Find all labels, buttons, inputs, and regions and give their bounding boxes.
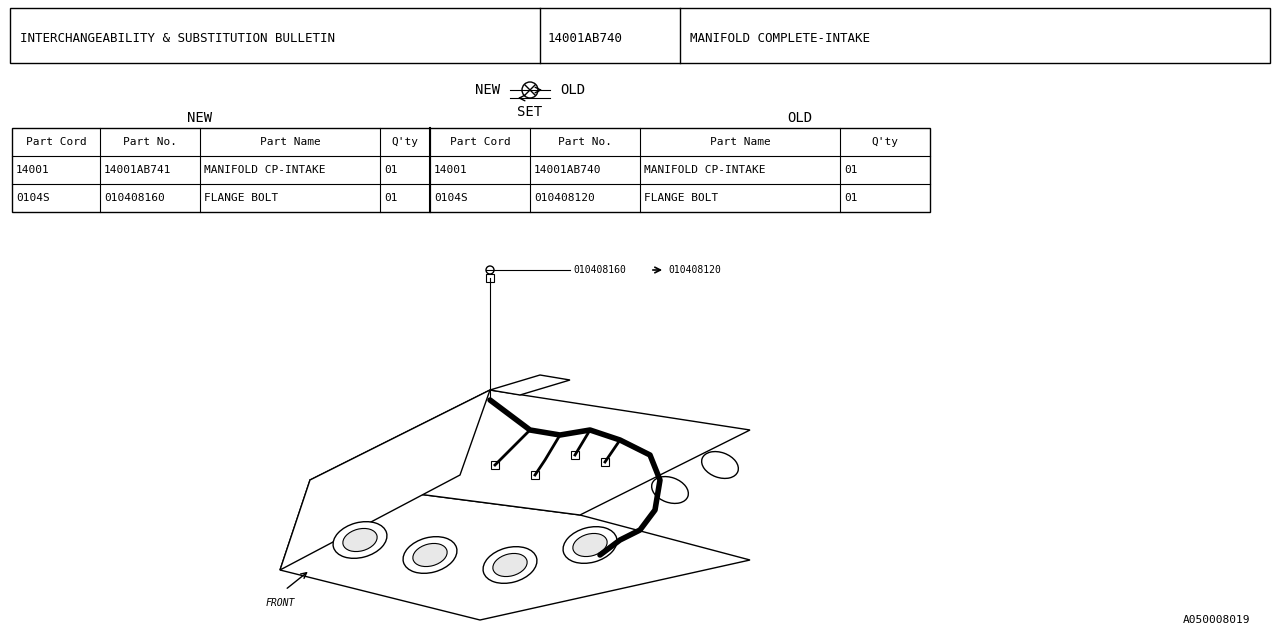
Text: FLANGE BOLT: FLANGE BOLT xyxy=(204,193,278,203)
Bar xyxy=(571,451,579,459)
Text: 010408160: 010408160 xyxy=(573,265,626,275)
Text: 14001AB741: 14001AB741 xyxy=(104,165,172,175)
Text: 01: 01 xyxy=(844,193,858,203)
Circle shape xyxy=(486,266,494,274)
Bar xyxy=(486,274,494,282)
Text: FRONT: FRONT xyxy=(265,598,294,608)
Text: Part Cord: Part Cord xyxy=(26,137,86,147)
Text: OLD: OLD xyxy=(787,111,813,125)
Text: 14001AB740: 14001AB740 xyxy=(534,165,602,175)
Text: 14001: 14001 xyxy=(434,165,467,175)
Text: 01: 01 xyxy=(384,193,398,203)
Text: 14001AB740: 14001AB740 xyxy=(548,31,623,45)
Bar xyxy=(531,471,539,479)
Text: MANIFOLD CP-INTAKE: MANIFOLD CP-INTAKE xyxy=(644,165,765,175)
Text: Part Name: Part Name xyxy=(709,137,771,147)
Bar xyxy=(12,128,931,212)
Ellipse shape xyxy=(701,452,739,479)
Ellipse shape xyxy=(403,537,457,573)
Text: NEW: NEW xyxy=(187,111,212,125)
Polygon shape xyxy=(280,390,490,570)
Ellipse shape xyxy=(652,477,689,504)
Ellipse shape xyxy=(413,543,447,566)
Ellipse shape xyxy=(343,529,378,552)
Text: MANIFOLD CP-INTAKE: MANIFOLD CP-INTAKE xyxy=(204,165,325,175)
Text: NEW: NEW xyxy=(475,83,500,97)
Ellipse shape xyxy=(493,554,527,577)
Bar xyxy=(492,461,499,469)
Text: SET: SET xyxy=(517,105,543,119)
Text: 010408120: 010408120 xyxy=(668,265,721,275)
Text: 01: 01 xyxy=(844,165,858,175)
Text: Part No.: Part No. xyxy=(558,137,612,147)
Text: INTERCHANGEABILITY & SUBSTITUTION BULLETIN: INTERCHANGEABILITY & SUBSTITUTION BULLET… xyxy=(20,31,335,45)
Text: Part Cord: Part Cord xyxy=(449,137,511,147)
Ellipse shape xyxy=(573,534,607,557)
Text: Q'ty: Q'ty xyxy=(872,137,899,147)
Bar xyxy=(602,458,609,466)
Text: FLANGE BOLT: FLANGE BOLT xyxy=(644,193,718,203)
Bar xyxy=(10,8,1270,63)
Polygon shape xyxy=(280,480,750,620)
Text: 0104S: 0104S xyxy=(434,193,467,203)
Ellipse shape xyxy=(483,547,536,583)
Text: Part Name: Part Name xyxy=(260,137,320,147)
Text: OLD: OLD xyxy=(561,83,585,97)
Ellipse shape xyxy=(333,522,387,558)
Text: Q'ty: Q'ty xyxy=(392,137,419,147)
Text: 010408160: 010408160 xyxy=(104,193,165,203)
Polygon shape xyxy=(310,390,750,515)
Circle shape xyxy=(522,82,538,98)
Text: 010408120: 010408120 xyxy=(534,193,595,203)
Polygon shape xyxy=(490,375,570,395)
Text: 01: 01 xyxy=(384,165,398,175)
Text: MANIFOLD COMPLETE-INTAKE: MANIFOLD COMPLETE-INTAKE xyxy=(690,31,870,45)
Text: A050008019: A050008019 xyxy=(1183,615,1251,625)
Text: 0104S: 0104S xyxy=(15,193,50,203)
Text: 14001: 14001 xyxy=(15,165,50,175)
Text: Part No.: Part No. xyxy=(123,137,177,147)
Ellipse shape xyxy=(563,527,617,563)
